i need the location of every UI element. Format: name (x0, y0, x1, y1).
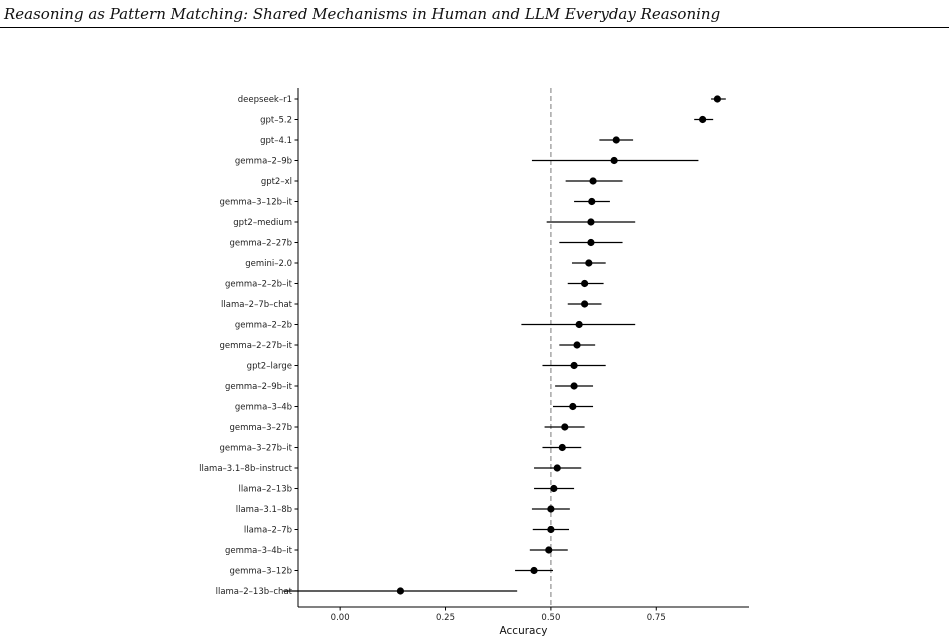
x-tick-label: 0.00 (331, 613, 350, 623)
data-point (589, 177, 597, 185)
y-tick-label: llama–2–7b (244, 526, 292, 536)
y-tick-label: gemma–3–12b–it (220, 198, 293, 208)
y-tick-label: deepseek–r1 (238, 95, 292, 105)
plot-area: 0.00 0.25 0.50 0.75 deepseek–r1 gpt–5.2 gpt–4.… (199, 88, 749, 623)
y-tick-label: gemma–2–27b (229, 239, 292, 249)
y-tick-label: llama–2–13b–chat (216, 587, 293, 597)
data-point (570, 382, 578, 390)
data-point (587, 238, 595, 247)
x-axis-title: Accuracy (500, 625, 548, 637)
data-point (530, 566, 538, 575)
y-tick-label: gemma–2–2b (235, 321, 292, 331)
data-point (553, 464, 561, 472)
y-tick-label: gemma–3–4b–it (225, 546, 293, 556)
data-point (561, 423, 569, 431)
data-point (550, 484, 558, 493)
data-point (573, 341, 581, 349)
header-rule (0, 27, 949, 28)
y-tick-label: gemma–3–12b (229, 567, 292, 577)
data-point (587, 218, 595, 226)
y-tick-label: gpt2–large (247, 362, 292, 372)
data-point (699, 115, 707, 124)
y-tick-label: gemma–2–9b (235, 157, 292, 167)
x-tick-label: 0.75 (647, 613, 666, 623)
y-tick-label: llama–2–7b–chat (221, 300, 293, 310)
data-point (396, 587, 405, 595)
x-tick-label: 0.25 (436, 613, 455, 623)
data-point (575, 320, 583, 329)
y-tick-label: gemma–2–9b–it (225, 382, 293, 392)
y-tick-label: gemma–2–2b–it (225, 280, 293, 290)
y-tick-label: llama–3.1–8b–instruct (199, 464, 293, 474)
y-tick-label: gemma–3–4b (235, 403, 292, 413)
data-point (581, 300, 589, 308)
y-tick-label: llama–3.1–8b (236, 505, 292, 515)
data-point (610, 156, 618, 165)
data-point (585, 259, 593, 267)
data-point (612, 136, 620, 144)
data-point (713, 95, 721, 103)
y-tick-label: gpt2–xl (261, 177, 292, 187)
y-tick-label: gemma–3–27b–it (220, 444, 293, 454)
y-tick-label: gpt–4.1 (260, 136, 292, 146)
running-title: Reasoning as Pattern Matching: Shared Me… (4, 5, 721, 23)
y-tick-label: gpt–5.2 (260, 116, 292, 126)
data-point (570, 361, 578, 370)
data-point (547, 505, 555, 513)
y-tick-label: gemini–2.0 (245, 259, 292, 269)
data-point (558, 443, 566, 452)
data-point (545, 546, 553, 554)
data-point (588, 197, 596, 206)
x-tick-label: 0.50 (541, 613, 560, 623)
y-tick-label: gemma–2–27b–it (220, 341, 293, 351)
data-point (569, 402, 577, 411)
data-point (581, 279, 589, 288)
data-point (547, 525, 555, 534)
y-tick-label: gpt2–medium (233, 218, 292, 228)
y-tick-label: llama–2–13b (238, 485, 292, 495)
y-tick-label: gemma–3–27b (229, 423, 292, 433)
